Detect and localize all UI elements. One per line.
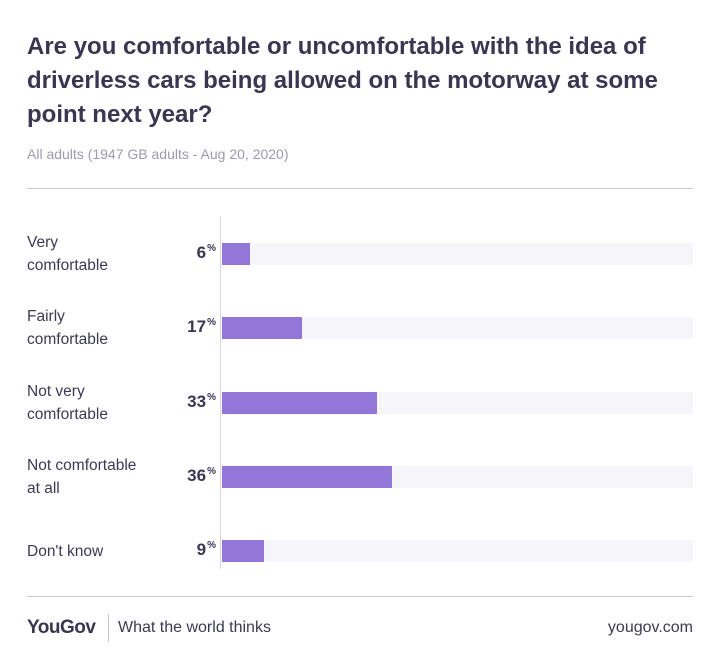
chart-title: Are you comfortable or uncomfortable wit… [27,33,658,128]
bar [222,465,392,488]
value-unit: % [207,317,216,329]
site-link[interactable]: yougov.com [607,619,693,636]
chart-subtitle: All adults (1947 GB adults - Aug 20, 202… [27,146,289,162]
tagline: What the world thinks [118,619,271,636]
category-label-line: comfortable [27,257,108,274]
value-label: 6% [96,243,216,263]
category-label: Don't know [27,540,167,563]
category-label: Not comfortable at all [27,454,167,500]
category-label-line: Very [27,234,59,251]
bar-track [222,243,693,265]
value-label: 36% [96,466,216,486]
value-unit: % [207,391,216,403]
bar [222,243,251,265]
category-label-line: at all [27,479,60,497]
category-label-line: comfortable [27,331,108,349]
header-divider [27,188,693,189]
category-label: Not very comfortable [27,380,167,426]
category-label-line: Not very [27,382,85,400]
bar [222,317,303,340]
bar [222,391,378,414]
category-label-line: Fairly [27,308,65,326]
value-number: 33 [187,391,207,411]
category-label-line: Don't know [27,542,104,560]
value-number: 6 [196,243,207,262]
bar [222,540,265,563]
value-unit: % [207,540,216,552]
category-label: Very comfortable [27,231,167,277]
bar-track [222,540,693,563]
footer-divider [27,596,693,597]
value-label: 9% [96,540,216,560]
yougov-logo[interactable]: YouGov [27,617,96,638]
value-number: 36 [187,465,207,485]
category-label-line: comfortable [27,405,108,423]
value-unit: % [207,465,216,477]
value-number: 9 [196,540,207,560]
value-label: 17% [96,317,216,337]
value-label: 33% [96,392,216,412]
value-number: 17 [187,317,207,337]
category-label-line: Not comfortable [27,456,137,474]
axis-line [220,217,221,569]
category-label: Fairly comfortable [27,305,167,351]
logo-divider [108,614,109,642]
bar-track [222,317,693,340]
value-unit: % [207,243,216,254]
